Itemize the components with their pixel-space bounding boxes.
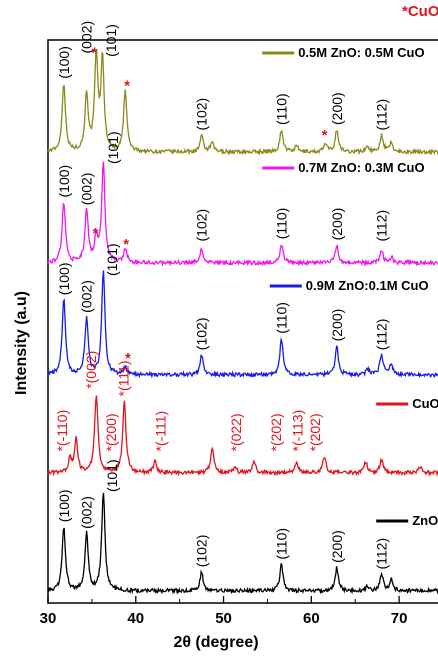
trace-line [47,492,438,596]
peak-label: (200) [329,92,345,125]
peak-label: (100) [56,46,72,79]
peak-label: (112) [374,210,390,242]
cuo-star-marker: * [92,225,98,242]
peak-label: (002) [79,496,95,529]
x-tick-label: 40 [127,610,144,627]
trace-line [47,49,438,156]
legend-label: 0.5M ZnO: 0.5M CuO [298,45,424,60]
peak-label: *(-110) [54,410,70,452]
peak-label: *(111) [115,360,131,396]
y-axis-title: Intensity (a.u) [13,291,30,395]
peak-label: (101) [104,243,120,276]
x-axis-title: 2θ (degree) [173,634,258,651]
peak-label: *(002) [83,351,99,389]
peak-label: (110) [273,528,289,560]
peak-label: (101) [105,131,121,164]
trace-line [47,270,438,379]
x-axis: 30 40 50 60 70 [40,596,408,627]
peak-label: *(202) [307,413,323,451]
peak-label: (110) [273,302,289,334]
peak-label: *(-113) [289,410,305,452]
peak-label: *(202) [268,413,284,451]
peak-label: *(022) [228,413,244,451]
x-tick-label: 60 [303,610,320,627]
peak-label: (102) [194,209,210,242]
legend-label: ZnO [412,513,438,528]
legend-label: 0.7M ZnO: 0.3M CuO [298,160,424,175]
x-tick-label: 50 [215,610,232,627]
trace-line [47,161,438,268]
peak-label: (110) [273,93,289,125]
plot-frame [47,39,438,604]
peak-label: (100) [56,263,72,296]
cuo-star-marker: * [123,236,129,253]
peak-label: (102) [194,318,210,351]
peak-label: (112) [374,99,390,131]
peak-label: (002) [79,173,95,206]
peak-label: (002) [79,21,95,54]
cuo-star-marker: * [92,45,98,62]
peak-label: *(-111) [152,411,168,452]
peak-label: (112) [374,319,390,351]
peak-label: (100) [56,165,72,198]
legend-label: CuO [412,396,438,411]
x-tick-label: 70 [391,610,408,627]
cuo-marker-note: *CuO [402,3,438,20]
xrd-traces [47,49,438,596]
peak-label: (002) [79,280,95,313]
peak-label: (100) [56,490,72,523]
peak-label: (112) [374,538,390,570]
cuo-star-marker: * [124,78,130,95]
x-tick-label: 30 [40,610,57,627]
legend: 0.5M ZnO: 0.5M CuO 0.7M ZnO: 0.3M CuO 0.9M… [262,45,438,528]
peak-label: (101) [104,459,120,492]
peak-label: (101) [103,24,119,57]
peak-annotations: (100)(002) (101)(102) (110) (200) (112)***(1… [54,21,390,570]
peak-label: (200) [329,208,345,241]
cuo-star-marker: * [322,127,328,144]
trace-line [47,395,438,477]
peak-label: *(200) [103,413,119,451]
peak-label: (102) [194,535,210,568]
peak-label: (200) [329,530,345,563]
legend-label: 0.9M ZnO:0.1M CuO [306,278,429,293]
cuo-star-marker: * [125,350,131,367]
peak-label: (110) [273,208,289,240]
peak-label: (200) [329,309,345,342]
peak-label: (102) [194,98,210,131]
